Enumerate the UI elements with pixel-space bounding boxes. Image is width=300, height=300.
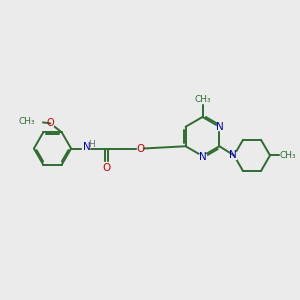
Text: CH₃: CH₃: [194, 95, 211, 104]
Text: CH₃: CH₃: [279, 151, 296, 160]
Text: N: N: [199, 152, 206, 162]
Bar: [82, 145, 92, 152]
Bar: [30, 119, 41, 125]
Text: N: N: [83, 142, 91, 152]
Text: CH₃: CH₃: [19, 117, 35, 126]
Bar: [280, 152, 295, 159]
Bar: [103, 162, 110, 169]
Bar: [137, 145, 144, 152]
Bar: [230, 152, 236, 159]
Text: N: N: [229, 150, 237, 161]
Text: N: N: [216, 122, 224, 132]
Text: O: O: [102, 163, 110, 173]
Bar: [195, 97, 210, 103]
Bar: [47, 120, 53, 126]
Bar: [217, 124, 224, 130]
Text: O: O: [136, 143, 145, 154]
Bar: [199, 154, 206, 160]
Text: O: O: [46, 118, 54, 128]
Text: H: H: [88, 140, 94, 149]
